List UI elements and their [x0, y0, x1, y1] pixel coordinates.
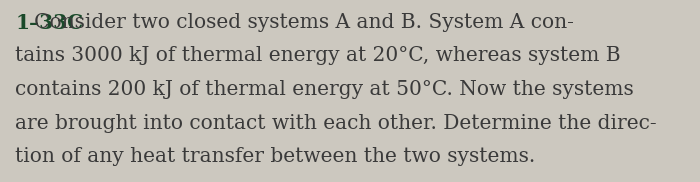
- Text: contains 200 kJ of thermal energy at 50°C. Now the systems: contains 200 kJ of thermal energy at 50°…: [15, 80, 634, 99]
- Text: 1–33C: 1–33C: [15, 13, 83, 33]
- Text: tion of any heat transfer between the two systems.: tion of any heat transfer between the tw…: [15, 147, 536, 166]
- Text: Consider two closed systems A and B. System A con-: Consider two closed systems A and B. Sys…: [15, 13, 574, 32]
- Text: tains 3000 kJ of thermal energy at 20°C, whereas system B: tains 3000 kJ of thermal energy at 20°C,…: [15, 46, 621, 65]
- Text: are brought into contact with each other. Determine the direc-: are brought into contact with each other…: [15, 114, 657, 133]
